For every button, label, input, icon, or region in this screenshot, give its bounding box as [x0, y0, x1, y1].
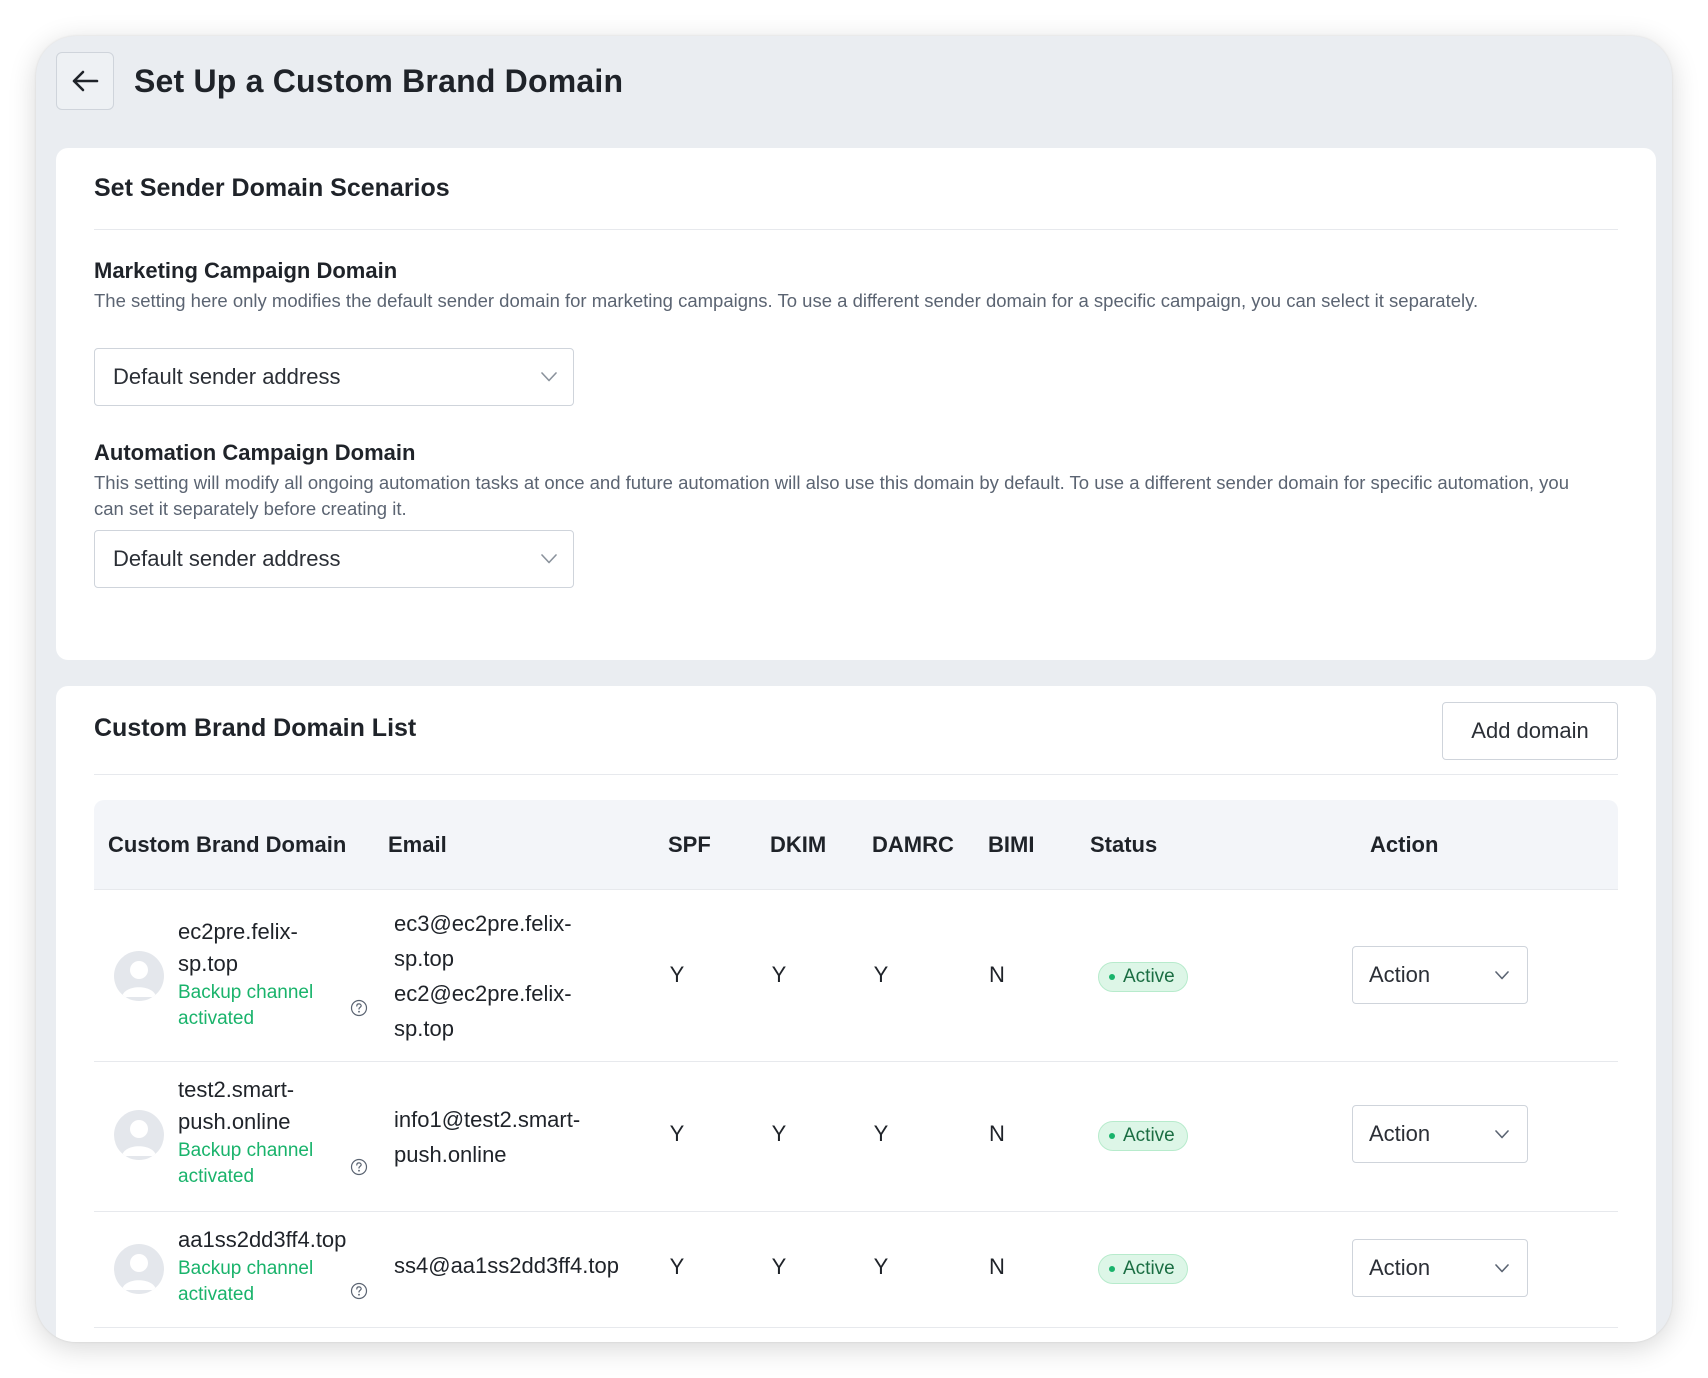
backup-channel-status: activated: [178, 1008, 255, 1029]
table-header: Custom Brand Domain Email SPF DKIM DAMRC…: [94, 800, 1618, 890]
backup-channel-status: Backup channel: [178, 982, 314, 1003]
automation-domain-select[interactable]: Default sender address: [94, 530, 574, 588]
backup-channel-status: activated: [178, 1166, 255, 1187]
add-domain-button[interactable]: Add domain: [1442, 702, 1618, 760]
row-action-dropdown[interactable]: Action: [1352, 1105, 1528, 1163]
divider: [94, 229, 1618, 230]
email-cell: ec3@ec2pre.felix- sp.top ec2@ec2pre.feli…: [394, 906, 624, 1046]
bimi-value: N: [989, 1254, 1005, 1279]
chevron-down-icon: [541, 372, 557, 382]
domain-name-line: ec2pre.felix-: [178, 919, 298, 944]
action-label: Action: [1369, 1121, 1431, 1146]
email-line: sp.top: [394, 1016, 454, 1041]
domain-name-line: push.online: [178, 1109, 291, 1134]
page-header: Set Up a Custom Brand Domain: [56, 52, 1652, 110]
row-action-dropdown[interactable]: Action: [1352, 946, 1528, 1004]
status-dot-icon: [1109, 1266, 1115, 1272]
column-header-domain[interactable]: Custom Brand Domain: [108, 832, 347, 857]
domain-name-line: sp.top: [178, 951, 238, 976]
dkim-value: Y: [771, 1254, 787, 1279]
automation-domain-label: Automation Campaign Domain: [94, 440, 416, 465]
bimi-value: N: [989, 1121, 1005, 1146]
automation-domain-description: This setting will modify all ongoing aut…: [94, 472, 1570, 519]
email-line: ec2@ec2pre.felix-: [394, 981, 572, 1006]
email-line: push.online: [394, 1142, 507, 1167]
marketing-domain-description: The setting here only modifies the defau…: [94, 290, 1479, 311]
status-label: Active: [1123, 1125, 1175, 1146]
domain-cell: aa1ss2dd3ff4.top Backup channel activate…: [178, 1224, 358, 1308]
action-label: Action: [1369, 1255, 1431, 1280]
custom-brand-domain-list-card: Custom Brand Domain List Add domain Cust…: [56, 686, 1656, 1342]
column-header-bimi[interactable]: BIMI: [988, 832, 1035, 857]
arrow-left-icon: [72, 70, 99, 92]
domain-name-line: test2.smart-: [178, 1077, 295, 1102]
bimi-value: N: [989, 962, 1005, 987]
spf-value: Y: [669, 1121, 685, 1146]
status-badge: Active: [1098, 1121, 1188, 1151]
row-action-dropdown[interactable]: Action: [1352, 1239, 1528, 1297]
backup-channel-status: activated: [178, 1284, 255, 1305]
status-badge: Active: [1098, 1254, 1188, 1284]
domain-cell: ec2pre.felix- sp.top Backup channel acti…: [178, 916, 358, 1032]
domain-list-title: Custom Brand Domain List: [94, 714, 417, 742]
marketing-domain-select[interactable]: Default sender address: [94, 348, 574, 406]
user-avatar-icon: [114, 1110, 164, 1160]
column-header-dkim[interactable]: DKIM: [770, 832, 827, 857]
status-label: Active: [1123, 1258, 1175, 1279]
domain-name-line: aa1ss2dd3ff4.top: [178, 1227, 347, 1252]
scenarios-title: Set Sender Domain Scenarios: [94, 174, 450, 202]
table-row: [94, 1328, 1618, 1342]
user-avatar-icon: [114, 951, 164, 1001]
column-header-status[interactable]: Status: [1090, 832, 1158, 857]
spf-value: Y: [669, 962, 685, 987]
table-row: aa1ss2dd3ff4.top Backup channel activate…: [94, 1212, 1618, 1328]
action-label: Action: [1369, 962, 1431, 987]
column-header-damrc[interactable]: DAMRC: [872, 832, 954, 857]
question-circle-icon[interactable]: [350, 999, 368, 1017]
sender-domain-scenarios-card: Set Sender Domain Scenarios Marketing Ca…: [56, 148, 1656, 660]
app-window: Set Up a Custom Brand Domain Set Sender …: [36, 36, 1672, 1342]
chevron-down-icon: [1495, 1129, 1509, 1138]
email-line: ec3@ec2pre.felix-: [394, 911, 572, 936]
chevron-down-icon: [541, 554, 557, 564]
marketing-domain-select-value: Default sender address: [113, 364, 341, 389]
status-dot-icon: [1109, 974, 1115, 980]
table-row: test2.smart- push.online Backup channel …: [94, 1062, 1618, 1212]
dkim-value: Y: [771, 1121, 787, 1146]
status-badge: Active: [1098, 962, 1188, 992]
spf-value: Y: [669, 1254, 685, 1279]
damrc-value: Y: [873, 1254, 889, 1279]
email-cell: ss4@aa1ss2dd3ff4.top: [394, 1248, 654, 1283]
domain-cell: test2.smart- push.online Backup channel …: [178, 1074, 358, 1190]
column-header-spf[interactable]: SPF: [668, 832, 711, 857]
email-line: sp.top: [394, 946, 454, 971]
column-header-email[interactable]: Email: [388, 832, 447, 857]
email-line: ss4@aa1ss2dd3ff4.top: [394, 1253, 619, 1278]
user-avatar-icon: [114, 1244, 164, 1294]
automation-domain-select-value: Default sender address: [113, 546, 341, 571]
chevron-down-icon: [1495, 1263, 1509, 1272]
column-header-action[interactable]: Action: [1370, 832, 1439, 857]
back-button[interactable]: [56, 52, 114, 110]
email-line: info1@test2.smart-: [394, 1107, 581, 1132]
status-dot-icon: [1109, 1133, 1115, 1139]
dkim-value: Y: [771, 962, 787, 987]
divider: [94, 774, 1618, 775]
page-title: Set Up a Custom Brand Domain: [134, 62, 624, 99]
email-cell: info1@test2.smart- push.online: [394, 1102, 624, 1172]
table-row: ec2pre.felix- sp.top Backup channel acti…: [94, 890, 1618, 1062]
status-label: Active: [1123, 966, 1175, 987]
backup-channel-status: Backup channel: [178, 1140, 314, 1161]
damrc-value: Y: [873, 1121, 889, 1146]
backup-channel-status: Backup channel: [178, 1258, 314, 1279]
chevron-down-icon: [1495, 970, 1509, 979]
question-circle-icon[interactable]: [350, 1158, 368, 1176]
damrc-value: Y: [873, 962, 889, 987]
domain-table: Custom Brand Domain Email SPF DKIM DAMRC…: [94, 800, 1618, 1342]
marketing-domain-label: Marketing Campaign Domain: [94, 258, 398, 283]
question-circle-icon[interactable]: [350, 1282, 368, 1300]
